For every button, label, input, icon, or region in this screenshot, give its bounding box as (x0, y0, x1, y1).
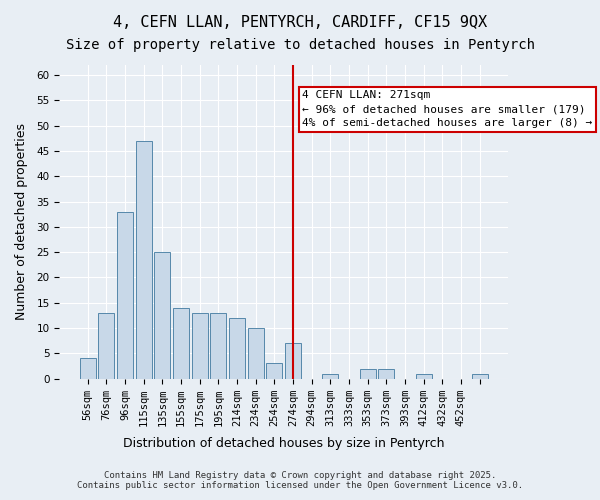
Bar (191, 313, 208, 378)
Bar (285, 344, 301, 378)
Bar (229, 318, 245, 378)
Bar (211, 313, 226, 378)
Bar (136, 141, 152, 378)
Text: Contains HM Land Registry data © Crown copyright and database right 2025.
Contai: Contains HM Land Registry data © Crown c… (77, 470, 523, 490)
Text: Size of property relative to detached houses in Pentyrch: Size of property relative to detached ho… (65, 38, 535, 52)
Bar (472, 374, 488, 378)
Bar (154, 252, 170, 378)
Y-axis label: Number of detached properties: Number of detached properties (15, 124, 28, 320)
Bar (117, 212, 133, 378)
Bar (173, 308, 189, 378)
Bar (98, 313, 114, 378)
Bar (416, 374, 431, 378)
Bar (359, 368, 376, 378)
Bar (266, 364, 282, 378)
Bar (248, 328, 263, 378)
Bar (322, 374, 338, 378)
Bar (379, 368, 394, 378)
Text: 4 CEFN LLAN: 271sqm
← 96% of detached houses are smaller (179)
4% of semi-detach: 4 CEFN LLAN: 271sqm ← 96% of detached ho… (302, 90, 593, 128)
Text: 4, CEFN LLAN, PENTYRCH, CARDIFF, CF15 9QX: 4, CEFN LLAN, PENTYRCH, CARDIFF, CF15 9Q… (113, 15, 487, 30)
X-axis label: Distribution of detached houses by size in Pentyrch: Distribution of detached houses by size … (123, 437, 445, 450)
Bar (80, 358, 95, 378)
